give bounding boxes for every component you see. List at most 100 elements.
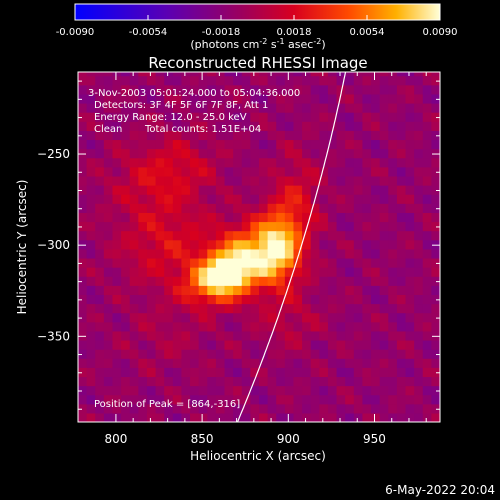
heatmap-cell bbox=[95, 321, 105, 332]
heatmap-cell bbox=[190, 121, 200, 131]
heatmap-cell bbox=[422, 285, 432, 295]
heatmap-cell bbox=[121, 212, 131, 223]
heatmap-cell bbox=[371, 157, 381, 168]
heatmap-cell bbox=[250, 294, 260, 305]
heatmap-cell bbox=[207, 139, 217, 150]
heatmap-cell bbox=[319, 112, 329, 122]
heatmap-cell bbox=[405, 72, 415, 77]
heatmap-cell bbox=[190, 248, 200, 259]
heatmap-cell bbox=[103, 75, 114, 86]
heatmap-cell bbox=[353, 376, 364, 387]
heatmap-cell bbox=[103, 267, 114, 277]
y-tick-label: −300 bbox=[37, 238, 70, 252]
heatmap-cell bbox=[405, 248, 415, 259]
heatmap-cell bbox=[198, 230, 208, 241]
heatmap-cell bbox=[327, 112, 338, 122]
heatmap-cell bbox=[155, 148, 165, 159]
heatmap-cell bbox=[129, 75, 139, 86]
heatmap-cell bbox=[250, 175, 260, 186]
heatmap-cell bbox=[138, 148, 148, 159]
heatmap-cell bbox=[422, 230, 432, 241]
heatmap-cell bbox=[353, 303, 364, 314]
heatmap-cell bbox=[259, 84, 269, 95]
heatmap-cell bbox=[146, 130, 157, 141]
heatmap-cell bbox=[241, 276, 251, 286]
heatmap-cell bbox=[103, 248, 114, 259]
heatmap-cell bbox=[371, 367, 381, 378]
heatmap-cell bbox=[345, 203, 355, 213]
heatmap-cell bbox=[414, 84, 424, 95]
heatmap-cell bbox=[190, 185, 200, 195]
heatmap-cell bbox=[336, 294, 346, 305]
heatmap-cell bbox=[336, 139, 346, 150]
heatmap-cell bbox=[379, 312, 389, 323]
heatmap-cell bbox=[241, 185, 251, 195]
heatmap-cell bbox=[95, 267, 105, 277]
heatmap-cell bbox=[215, 121, 226, 131]
heatmap-cell bbox=[371, 72, 381, 77]
heatmap-cell bbox=[414, 276, 424, 286]
heatmap-cell bbox=[336, 285, 346, 295]
heatmap-cell bbox=[267, 175, 277, 186]
heatmap-cell bbox=[327, 358, 338, 368]
heatmap-cell bbox=[224, 230, 234, 241]
heatmap-cell bbox=[353, 139, 364, 150]
heatmap-cell bbox=[362, 321, 372, 332]
heatmap-cell bbox=[336, 403, 346, 414]
heatmap-cell bbox=[345, 239, 355, 250]
heatmap-cell bbox=[371, 221, 381, 232]
heatmap-cell bbox=[112, 339, 122, 350]
heatmap-cell bbox=[431, 412, 440, 422]
heatmap-cell bbox=[431, 212, 440, 223]
heatmap-cell bbox=[95, 93, 105, 104]
heatmap-cell bbox=[95, 358, 105, 368]
heatmap-cell bbox=[155, 376, 165, 387]
annotation-total-counts: Total counts: 1.51E+04 bbox=[144, 124, 261, 135]
heatmap-cell bbox=[233, 72, 243, 77]
heatmap-cell bbox=[95, 75, 105, 86]
heatmap-cell bbox=[86, 385, 96, 396]
heatmap-cell bbox=[233, 358, 243, 368]
colorbar-unit-label: (photons cm-2 s-1 asec-2) bbox=[190, 37, 325, 51]
heatmap-cell bbox=[164, 102, 174, 113]
heatmap-cell bbox=[250, 239, 260, 250]
heatmap-cell bbox=[336, 257, 346, 268]
heatmap-cell bbox=[267, 102, 277, 113]
heatmap-cell bbox=[422, 139, 432, 150]
heatmap-cell bbox=[259, 312, 269, 323]
heatmap-cell bbox=[215, 239, 226, 250]
heatmap-cell bbox=[138, 175, 148, 186]
heatmap-cell bbox=[155, 285, 165, 295]
heatmap-cell bbox=[388, 212, 398, 223]
heatmap-cell bbox=[190, 157, 200, 168]
heatmap-cell bbox=[302, 75, 312, 86]
heatmap-cell bbox=[362, 312, 372, 323]
heatmap-cell bbox=[233, 294, 243, 305]
heatmap-cell bbox=[284, 349, 295, 359]
heatmap-cell bbox=[327, 75, 338, 86]
heatmap-cell bbox=[138, 239, 148, 250]
heatmap-cell bbox=[207, 412, 217, 422]
y-tick-label: −250 bbox=[37, 147, 70, 161]
heatmap-cell bbox=[129, 221, 139, 232]
heatmap-cell bbox=[345, 194, 355, 204]
heatmap-cell bbox=[379, 157, 389, 168]
heatmap-cell bbox=[138, 121, 148, 131]
heatmap-cell bbox=[319, 257, 329, 268]
heatmap-cell bbox=[388, 294, 398, 305]
heatmap-cell bbox=[241, 139, 251, 150]
heatmap-cell bbox=[319, 376, 329, 387]
heatmap-cell bbox=[388, 157, 398, 168]
heatmap-cell bbox=[422, 248, 432, 259]
heatmap-cell bbox=[371, 112, 381, 122]
heatmap-cell bbox=[371, 130, 381, 141]
heatmap-cell bbox=[181, 358, 191, 368]
heatmap-cell bbox=[276, 339, 286, 350]
heatmap-cell bbox=[112, 139, 122, 150]
heatmap-cell bbox=[146, 276, 157, 286]
heatmap-cell bbox=[207, 321, 217, 332]
heatmap-cell bbox=[172, 121, 183, 131]
heatmap-cell bbox=[310, 212, 320, 223]
heatmap-cell bbox=[405, 112, 415, 122]
heatmap-cell bbox=[319, 148, 329, 159]
